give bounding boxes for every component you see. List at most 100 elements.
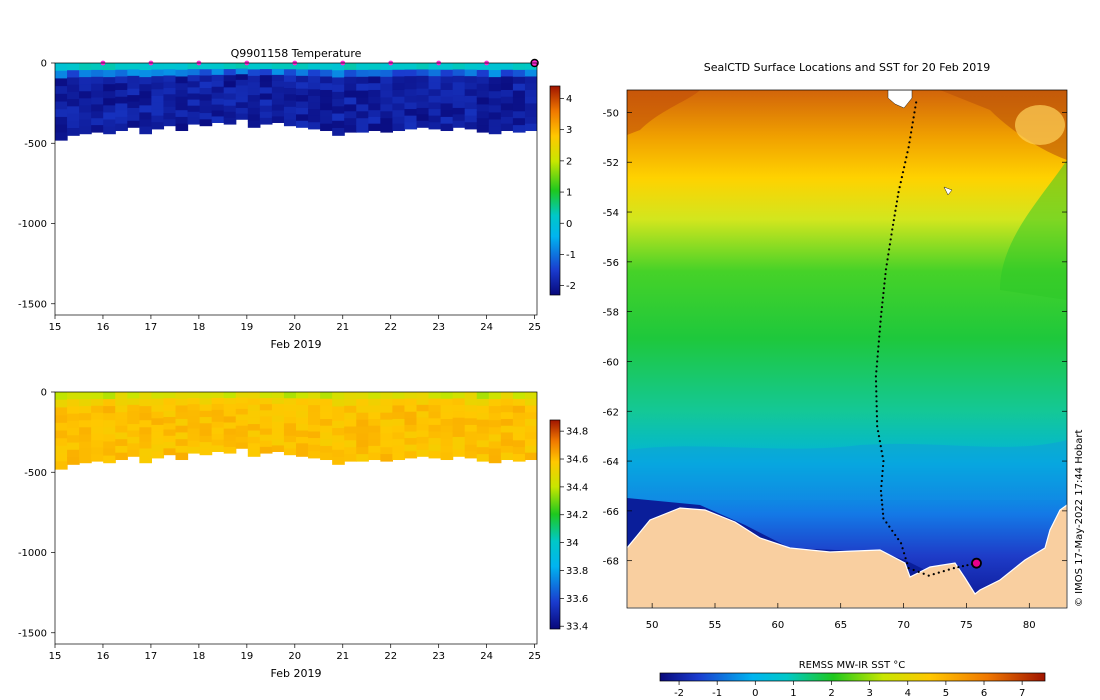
profile-cell xyxy=(67,435,80,444)
profile-cell xyxy=(139,70,152,78)
profile-cell xyxy=(500,110,514,118)
profile-cell xyxy=(283,81,297,89)
profile-cell xyxy=(392,405,406,413)
profile-cell xyxy=(235,74,249,81)
profile-cell xyxy=(356,426,369,435)
track-point xyxy=(877,345,880,348)
profile-cell xyxy=(296,69,309,77)
track-point xyxy=(886,258,889,261)
profile-cell xyxy=(524,452,537,461)
profile-cell xyxy=(500,103,514,111)
profile-cell xyxy=(488,413,502,421)
profile-cell xyxy=(127,392,140,400)
profile-cell xyxy=(259,99,273,107)
profile-cell xyxy=(440,123,454,132)
profile-cell xyxy=(344,440,357,448)
track-point xyxy=(898,186,901,189)
profile-cell xyxy=(524,110,537,118)
sst-colorbar-label: REMSS MW-IR SST °C xyxy=(799,660,906,671)
longitude-tick-label: 55 xyxy=(709,620,722,631)
profile-cell xyxy=(332,84,345,93)
profile-cell xyxy=(332,77,345,86)
profile-cell xyxy=(404,63,418,71)
profile-cell xyxy=(440,76,454,84)
profile-cell xyxy=(356,118,369,126)
profile-cell xyxy=(187,416,201,424)
track-point xyxy=(888,243,892,246)
profile-cell xyxy=(416,82,430,90)
profile-cell xyxy=(211,421,225,429)
profile-cell xyxy=(320,398,333,407)
profile-cell xyxy=(199,94,213,102)
profile-cell xyxy=(175,425,189,434)
profile-cell xyxy=(296,101,309,109)
profile-cell xyxy=(163,119,177,127)
profile-cell xyxy=(103,70,116,78)
profile-cell xyxy=(163,404,177,412)
profile-cell xyxy=(247,63,261,71)
profile-cell xyxy=(488,392,502,400)
profile-cell xyxy=(211,92,225,100)
profile-cell xyxy=(127,404,140,412)
track-point xyxy=(875,415,879,418)
profile-cell xyxy=(332,413,345,422)
profile-cell xyxy=(223,416,237,424)
profile-cell xyxy=(440,83,454,91)
profile-cell xyxy=(524,425,537,434)
profile-cell xyxy=(163,442,177,449)
profile-cell xyxy=(91,405,104,414)
sst-blue-band xyxy=(627,440,1067,500)
profile-cell xyxy=(476,412,490,421)
profile-cell xyxy=(187,93,201,101)
profile-cell xyxy=(259,398,273,405)
profile-cell xyxy=(223,404,237,411)
profile-cell xyxy=(488,448,502,457)
profile-cell xyxy=(488,126,502,135)
colorbar-tick-label: 33.4 xyxy=(566,622,588,633)
profile-cell xyxy=(344,76,357,85)
profile-cell xyxy=(127,75,140,83)
latitude-tick-label: -58 xyxy=(603,308,619,319)
y-tick-label: -1000 xyxy=(18,548,47,559)
profile-cell xyxy=(452,114,466,122)
profile-cell xyxy=(55,407,68,416)
profile-cell xyxy=(452,95,466,103)
profile-cell xyxy=(332,442,345,451)
profile-cell xyxy=(55,453,68,462)
track-point xyxy=(875,390,878,393)
salinity-x-ticks: 15 16 17 18 19 20 21 22 23 24 25 xyxy=(49,644,541,662)
profile-cell xyxy=(271,427,285,435)
profile-cell xyxy=(320,418,333,427)
profile-cell xyxy=(271,415,285,423)
profile-cell xyxy=(332,435,345,444)
profile-cell xyxy=(91,447,104,455)
track-point xyxy=(880,306,884,309)
track-point xyxy=(877,340,880,343)
profile-cell xyxy=(235,96,249,103)
seal-track xyxy=(874,101,974,577)
profile-cell xyxy=(175,439,189,447)
profile-cell xyxy=(392,425,406,434)
profile-cell xyxy=(211,427,225,435)
profile-cell xyxy=(163,81,177,89)
profile-cell xyxy=(151,424,165,433)
sst-colorbar-tick-label: 4 xyxy=(905,688,911,699)
profile-cell xyxy=(500,63,514,71)
profile-cell xyxy=(428,115,442,123)
profile-cell xyxy=(187,111,201,119)
track-point xyxy=(875,365,878,368)
track-point xyxy=(927,574,930,577)
profile-cell xyxy=(452,88,466,96)
track-point xyxy=(878,440,881,443)
longitude-tick-label: 60 xyxy=(771,620,784,631)
profile-cell xyxy=(380,69,393,78)
profile-cell xyxy=(175,418,189,427)
profile-cell xyxy=(259,87,273,95)
track-point xyxy=(880,484,883,488)
profile-cell xyxy=(512,419,526,428)
y-tick-label: -1500 xyxy=(18,299,47,310)
profile-cell xyxy=(187,398,201,405)
profile-cell xyxy=(247,449,261,457)
profile-cell xyxy=(452,436,466,444)
profile-cell xyxy=(199,417,213,424)
